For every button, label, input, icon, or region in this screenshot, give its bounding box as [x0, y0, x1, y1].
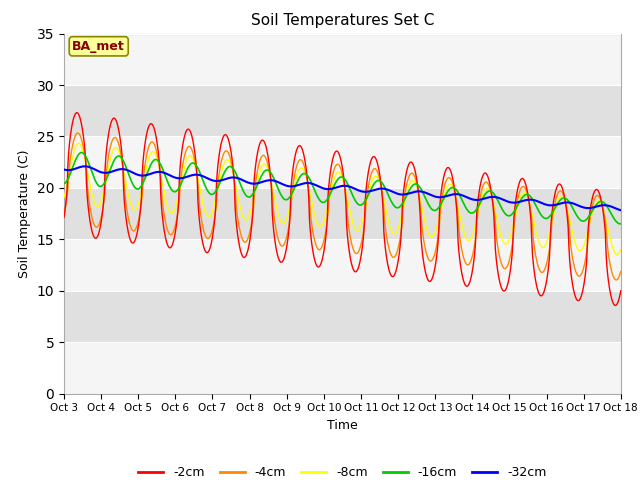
Bar — [64, 291, 621, 342]
Text: BA_met: BA_met — [72, 40, 125, 53]
Y-axis label: Soil Temperature (C): Soil Temperature (C) — [18, 149, 31, 278]
Bar — [64, 188, 621, 240]
X-axis label: Time: Time — [327, 419, 358, 432]
Bar — [64, 240, 621, 291]
Bar — [64, 34, 621, 85]
Title: Soil Temperatures Set C: Soil Temperatures Set C — [251, 13, 434, 28]
Bar — [64, 342, 621, 394]
Bar — [64, 136, 621, 188]
Bar — [64, 85, 621, 136]
Legend: -2cm, -4cm, -8cm, -16cm, -32cm: -2cm, -4cm, -8cm, -16cm, -32cm — [133, 461, 552, 480]
